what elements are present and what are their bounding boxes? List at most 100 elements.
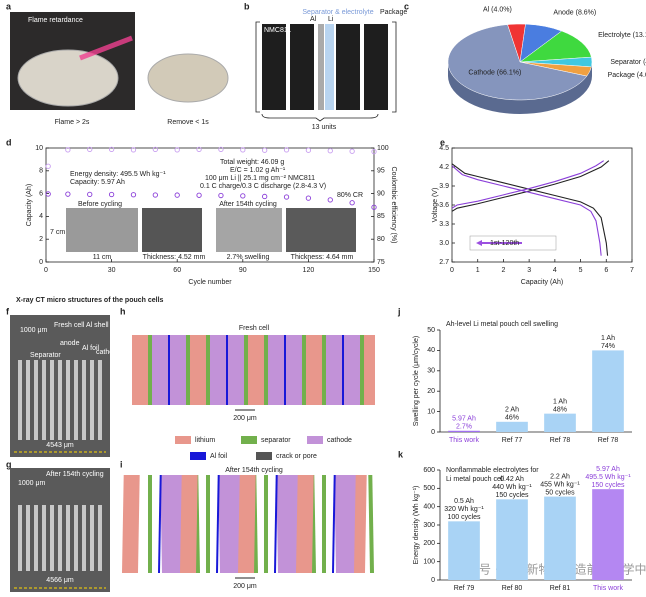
y-tick-label: 4.5	[439, 145, 449, 152]
ct-stripe	[364, 335, 375, 405]
ct-stripe	[286, 335, 302, 405]
ct-plate	[18, 505, 22, 571]
y-tick-label: 3.9	[439, 183, 449, 190]
x-tick-label: 1	[476, 267, 480, 274]
annotation: E/C = 1.02 g Ah⁻¹	[230, 167, 286, 174]
data-point	[108, 191, 115, 198]
li-layer	[318, 24, 324, 110]
x-tick-label: Ref 81	[550, 585, 571, 592]
panel-label: g	[6, 459, 12, 469]
x-tick-label: Ref 79	[454, 585, 475, 592]
y-tick-label: 0	[431, 429, 435, 436]
bar-annotation: 5.97 Ah	[596, 466, 620, 473]
electrode	[262, 24, 286, 110]
label: Separator	[30, 352, 61, 359]
photo	[286, 208, 356, 252]
y-tick-label: 8	[39, 168, 43, 175]
ct-stripe	[368, 475, 375, 573]
data-point	[349, 148, 355, 154]
ct-stripe	[152, 335, 168, 405]
legend-label: crack or pore	[276, 453, 317, 460]
ct-plate	[58, 360, 62, 440]
y-tick-label: 2.7	[439, 259, 449, 266]
ct-plate	[98, 360, 102, 440]
bar-annotation: 46%	[505, 415, 519, 422]
ct-plate	[34, 360, 38, 440]
caption: Remove < 1s	[167, 119, 209, 126]
annotation: 80% CR	[337, 192, 363, 199]
y-axis-label: Capacity (Ah)	[26, 184, 33, 226]
x-tick-label: 6	[604, 267, 608, 274]
ct-plate	[42, 360, 46, 440]
curve	[451, 160, 610, 212]
brace	[261, 113, 379, 122]
data-point	[130, 192, 137, 198]
x-tick-label: 5	[579, 267, 583, 274]
bar-annotation: 50 cycles	[545, 489, 575, 496]
data-point	[327, 148, 333, 154]
pie-slice	[447, 24, 588, 101]
legend-label: lithium	[195, 437, 215, 444]
x-tick-label: This work	[593, 585, 623, 592]
panel-label: a	[6, 1, 12, 11]
ct-stripe	[353, 475, 367, 573]
bar	[448, 430, 480, 432]
ct-stripe	[206, 335, 210, 405]
curve	[451, 163, 609, 256]
ct-stripe	[226, 335, 228, 405]
data-point	[45, 163, 51, 169]
ct-stripe	[331, 475, 336, 573]
pie-side	[448, 62, 592, 114]
bar	[544, 413, 576, 432]
ct-stripe	[360, 335, 364, 405]
bar-annotation: 150 cycles	[495, 492, 529, 499]
bar	[496, 499, 528, 580]
ct-stripe	[179, 475, 198, 573]
ct-stripe	[190, 335, 206, 405]
ct-stripe	[268, 335, 284, 405]
ct-stripe	[306, 335, 322, 405]
annotation: Thickness: 4.52 mm	[143, 254, 206, 261]
photo	[66, 208, 138, 252]
y-tick-label: 100	[423, 559, 435, 566]
x-tick-label: Ref 78	[550, 437, 571, 444]
caption: Flame > 2s	[55, 119, 90, 126]
ct-stripe	[186, 335, 190, 405]
panel-label: d	[6, 137, 12, 147]
panel-label: h	[120, 306, 126, 316]
y-tick-label: 400	[423, 504, 435, 511]
label: Package	[380, 9, 407, 16]
y2-tick-label: 85	[377, 213, 385, 220]
ct-stripe	[215, 475, 220, 573]
data-point	[262, 147, 268, 153]
ct-stripe	[228, 335, 244, 405]
panel-label: b	[244, 1, 250, 11]
x-tick-label: 3	[527, 267, 531, 274]
y-tick-label: 10	[35, 145, 43, 152]
ct-plate	[66, 505, 70, 571]
label: Separator & electrolyte	[302, 9, 373, 16]
x-tick-label: Ref 78	[598, 437, 619, 444]
ct-plate	[66, 360, 70, 440]
y2-tick-label: 95	[377, 168, 385, 175]
label: anode	[60, 340, 80, 347]
y2-tick-label: 80	[377, 236, 385, 243]
annotation: 100 μm Li || 25.1 mg cm⁻² NMC811	[205, 175, 315, 182]
slice-label: Anode (8.6%)	[553, 10, 596, 17]
bar	[592, 489, 624, 580]
x-tick-label: Ref 77	[502, 437, 523, 444]
ct-stripe	[322, 475, 326, 573]
bar	[592, 350, 624, 432]
y-tick-label: 6	[39, 190, 43, 197]
y-tick-label: 300	[423, 522, 435, 529]
y-tick-label: 3.6	[439, 202, 449, 209]
bar-annotation: 1 Ah	[601, 335, 615, 342]
label: 13 units	[312, 124, 337, 131]
width-label: 4566 μm	[46, 577, 74, 584]
legend-swatch	[175, 436, 191, 444]
data-point	[196, 192, 202, 198]
photo	[142, 208, 202, 252]
y-tick-label: 200	[423, 540, 435, 547]
legend-label: separator	[261, 437, 291, 444]
data-point	[174, 147, 180, 153]
